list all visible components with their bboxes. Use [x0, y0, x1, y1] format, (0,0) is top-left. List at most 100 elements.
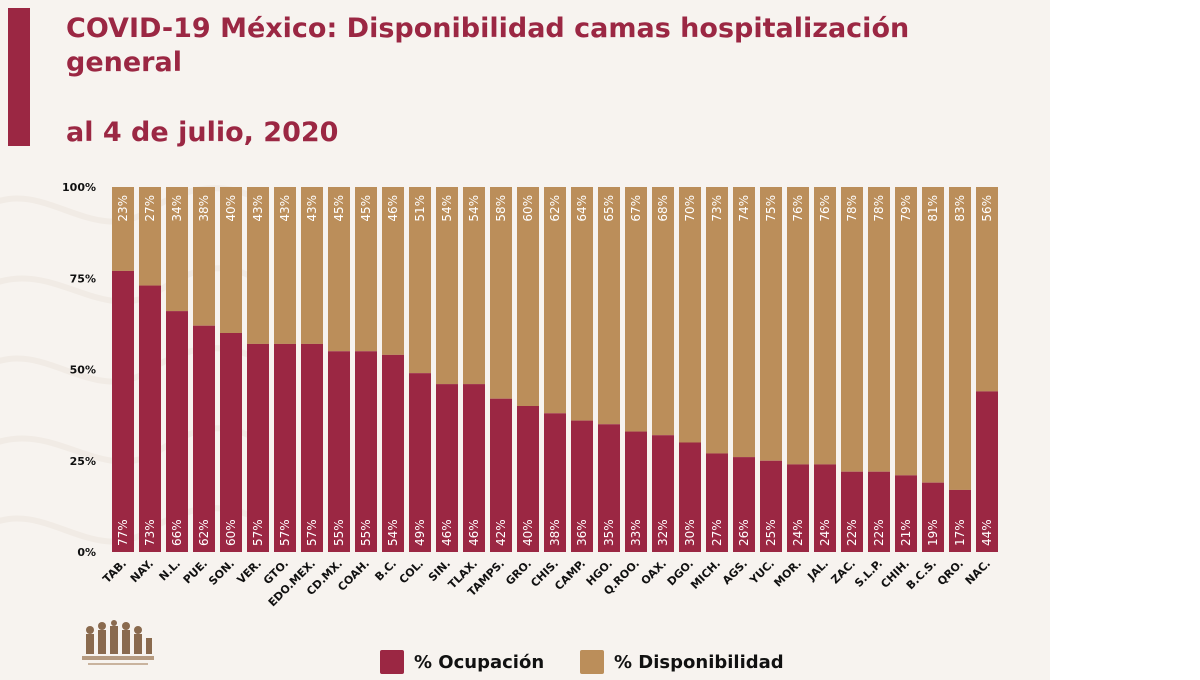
- bar-disponibilidad: [220, 187, 242, 333]
- disponibilidad-data-label: 76%: [791, 195, 805, 222]
- bar-ocupacion: [220, 333, 242, 552]
- ocupacion-data-label: 22%: [845, 519, 859, 546]
- bar-disponibilidad: [895, 187, 917, 476]
- bar-disponibilidad: [544, 187, 566, 414]
- disponibilidad-data-label: 60%: [521, 195, 535, 222]
- ocupacion-data-label: 30%: [683, 519, 697, 546]
- bar-ocupacion: [976, 391, 998, 552]
- bar-ocupacion: [733, 457, 755, 552]
- bar-disponibilidad: [355, 187, 377, 352]
- x-tick-label: NAY.: [128, 557, 156, 585]
- ocupacion-data-label: 22%: [872, 519, 886, 546]
- disponibilidad-data-label: 23%: [116, 195, 130, 222]
- x-tick-label: VER.: [235, 557, 265, 587]
- ocupacion-data-label: 25%: [764, 519, 778, 546]
- stacked-bar-chart: 0% 25% 50% 75% 100% 77% 23% TAB. 73% 27% NAY. 66% 34…: [62, 181, 998, 609]
- disponibilidad-data-label: 45%: [332, 195, 346, 222]
- ocupacion-data-label: 55%: [332, 519, 346, 546]
- x-tick-label: SON.: [206, 557, 237, 588]
- x-tick-label: QRO.: [935, 557, 966, 588]
- bar-disponibilidad: [490, 187, 512, 399]
- legend-disponibilidad: % Disponibilidad: [580, 648, 784, 676]
- x-tick-label: JAL.: [804, 557, 831, 584]
- bar-disponibilidad: [193, 187, 215, 326]
- ocupacion-data-label: 46%: [440, 519, 454, 546]
- disponibilidad-data-label: 34%: [170, 195, 184, 222]
- slide-date: al 4 de julio, 2020: [66, 117, 339, 148]
- ocupacion-data-label: 46%: [467, 519, 481, 546]
- y-tick-label: 0%: [77, 546, 96, 559]
- x-tick-label: PUE.: [181, 557, 210, 586]
- ocupacion-data-label: 44%: [980, 519, 994, 546]
- x-tick-label: GRO.: [503, 557, 534, 588]
- bar-disponibilidad: [868, 187, 890, 472]
- disponibilidad-data-label: 58%: [494, 195, 508, 222]
- legend-swatch-disponibilidad: [580, 650, 604, 674]
- ocupacion-data-label: 24%: [818, 519, 832, 546]
- bar-ocupacion: [544, 413, 566, 552]
- title-accent-bar: [8, 8, 30, 146]
- ocupacion-data-label: 36%: [575, 519, 589, 546]
- x-tick-label: YUC.: [747, 557, 778, 588]
- bar-ocupacion: [517, 406, 539, 552]
- x-tick-label: S.L.P.: [852, 557, 885, 590]
- bar-disponibilidad: [679, 187, 701, 443]
- bar-disponibilidad: [598, 187, 620, 425]
- disponibilidad-data-label: 45%: [359, 195, 373, 222]
- bar-disponibilidad: [166, 187, 188, 312]
- x-tick-label: MICH.: [688, 557, 723, 592]
- bar-ocupacion: [841, 471, 863, 552]
- disponibilidad-data-label: 78%: [872, 195, 886, 222]
- disponibilidad-data-label: 65%: [602, 195, 616, 222]
- bar-disponibilidad: [517, 187, 539, 406]
- bar-disponibilidad: [436, 187, 458, 385]
- ocupacion-data-label: 77%: [116, 519, 130, 546]
- bar-disponibilidad: [571, 187, 593, 421]
- x-tick-label: N.L.: [157, 557, 184, 584]
- ocupacion-data-label: 27%: [710, 519, 724, 546]
- y-tick-label: 100%: [62, 181, 96, 194]
- bar-ocupacion: [787, 464, 809, 552]
- outer-margin: [1050, 0, 1200, 680]
- disponibilidad-data-label: 74%: [737, 195, 751, 222]
- bar-disponibilidad: [112, 187, 134, 271]
- ocupacion-data-label: 40%: [521, 519, 535, 546]
- disponibilidad-data-label: 78%: [845, 195, 859, 222]
- bar-disponibilidad: [625, 187, 647, 432]
- disponibilidad-data-label: 64%: [575, 195, 589, 222]
- bar-ocupacion: [922, 482, 944, 552]
- ocupacion-data-label: 33%: [629, 519, 643, 546]
- disponibilidad-data-label: 81%: [926, 195, 940, 222]
- ocupacion-data-label: 17%: [953, 519, 967, 546]
- x-tick-label: CAMP.: [552, 557, 588, 593]
- legend-ocupacion: % Ocupación: [380, 648, 544, 676]
- bar-disponibilidad: [841, 187, 863, 472]
- bar-disponibilidad: [706, 187, 728, 454]
- disponibilidad-data-label: 38%: [197, 195, 211, 222]
- ocupacion-data-label: 73%: [143, 519, 157, 546]
- bar-ocupacion: [463, 384, 485, 552]
- x-tick-label: OAX.: [639, 557, 670, 588]
- disponibilidad-data-label: 43%: [305, 195, 319, 222]
- disponibilidad-data-label: 73%: [710, 195, 724, 222]
- bar-disponibilidad: [463, 187, 485, 385]
- slide-title: COVID-19 México: Disponibilidad camas ho…: [66, 13, 910, 44]
- bar-ocupacion: [247, 343, 269, 552]
- legend-swatch-ocupacion: [380, 650, 404, 674]
- x-tick-label: MOR.: [771, 557, 804, 590]
- ocupacion-data-label: 21%: [899, 519, 913, 546]
- slide: COVID-19 México: Disponibilidad camas ho…: [0, 0, 1050, 680]
- bar-disponibilidad: [328, 187, 350, 352]
- ocupacion-data-label: 57%: [278, 519, 292, 546]
- disponibilidad-data-label: 43%: [251, 195, 265, 222]
- ocupacion-data-label: 19%: [926, 519, 940, 546]
- ocupacion-data-label: 38%: [548, 519, 562, 546]
- x-tick-label: B.C.: [372, 557, 399, 584]
- disponibilidad-data-label: 83%: [953, 195, 967, 222]
- bar-disponibilidad: [922, 187, 944, 483]
- bar-ocupacion: [274, 343, 296, 552]
- y-tick-label: 75%: [70, 272, 96, 285]
- government-logo: [82, 620, 154, 665]
- ocupacion-data-label: 57%: [251, 519, 265, 546]
- bar-disponibilidad: [409, 187, 431, 374]
